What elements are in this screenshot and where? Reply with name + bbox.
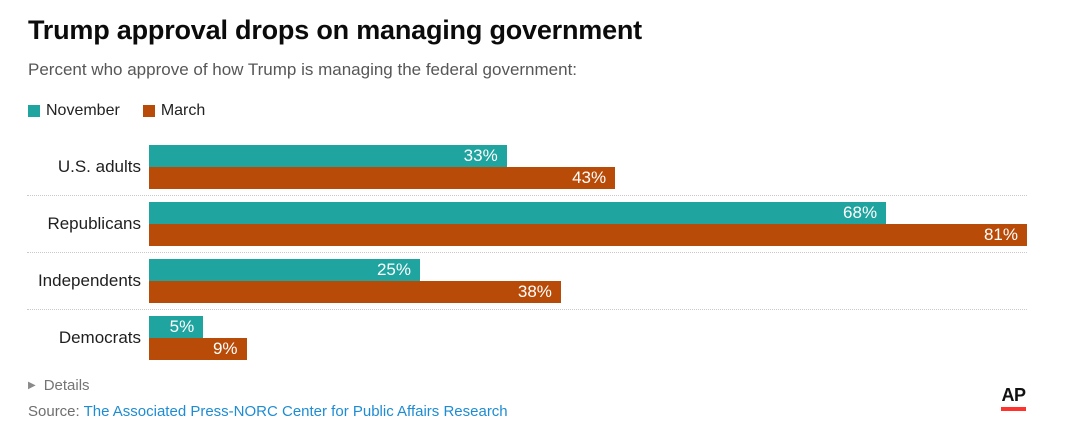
bar-march-u-s-adults: 43% [149,167,616,190]
bar-march-democrats: 9% [149,338,247,361]
bar-value-label: 9% [212,339,238,359]
legend-label-november: November [46,102,120,120]
chart-row-independents: Independents 25% 38% [27,259,1027,311]
november-swatch-icon [28,105,40,118]
ap-logo-underline [1001,407,1026,411]
ap-logo-text: AP [1001,385,1026,405]
bar-pair-republicans: 68% 81% [149,202,1027,247]
bar-november-republicans: 68% [149,202,887,225]
source-link[interactable]: The Associated Press-NORC Center for Pub… [83,403,508,421]
legend-item-march: March [142,102,206,120]
source-line: Source: The Associated Press-NORC Center… [28,403,1027,420]
triangle-right-icon: ▶ [28,379,36,391]
bar-march-republicans: 81% [149,224,1027,247]
category-label-independents: Independents [37,271,141,291]
legend-item-november: November [28,102,120,120]
legend: November March [28,102,1027,120]
bar-november-independents: 25% [149,259,420,282]
legend-label-march: March [160,102,206,120]
bar-value-label: 43% [572,168,607,188]
details-label: Details [43,377,90,395]
category-label-republicans: Republicans [47,214,141,234]
category-label-democrats: Democrats [58,328,141,348]
bar-value-label: 25% [376,260,411,280]
bar-pair-u-s-adults: 33% 43% [149,145,1027,190]
bar-value-label: 33% [463,146,498,166]
bar-value-label: 68% [843,203,878,223]
chart-row-democrats: Democrats 5% 9% [27,316,1027,366]
chart-row-republicans: Republicans 68% 81% [27,202,1027,254]
bar-pair-democrats: 5% 9% [149,316,1027,361]
category-label-u-s-adults: U.S. adults [57,157,141,177]
chart-title: Trump approval drops on managing governm… [28,15,642,45]
bar-november-u-s-adults: 33% [149,145,507,168]
bar-chart: U.S. adults 33% 43% Republicans 68% 81% Indepe… [27,145,1027,366]
bar-value-label: 38% [517,282,552,302]
bar-value-label: 5% [169,317,195,337]
bar-march-independents: 38% [149,281,561,304]
bar-november-democrats: 5% [149,316,204,339]
bar-pair-independents: 25% 38% [149,259,1027,304]
ap-logo: AP [1001,386,1026,411]
chart-row-u-s-adults: U.S. adults 33% 43% [27,145,1027,197]
chart-subtitle: Percent who approve of how Trump is mana… [28,60,578,80]
source-prefix: Source: [28,403,84,421]
details-toggle[interactable]: ▶ Details [28,377,90,394]
march-swatch-icon [142,105,155,118]
bar-value-label: 81% [983,225,1018,245]
